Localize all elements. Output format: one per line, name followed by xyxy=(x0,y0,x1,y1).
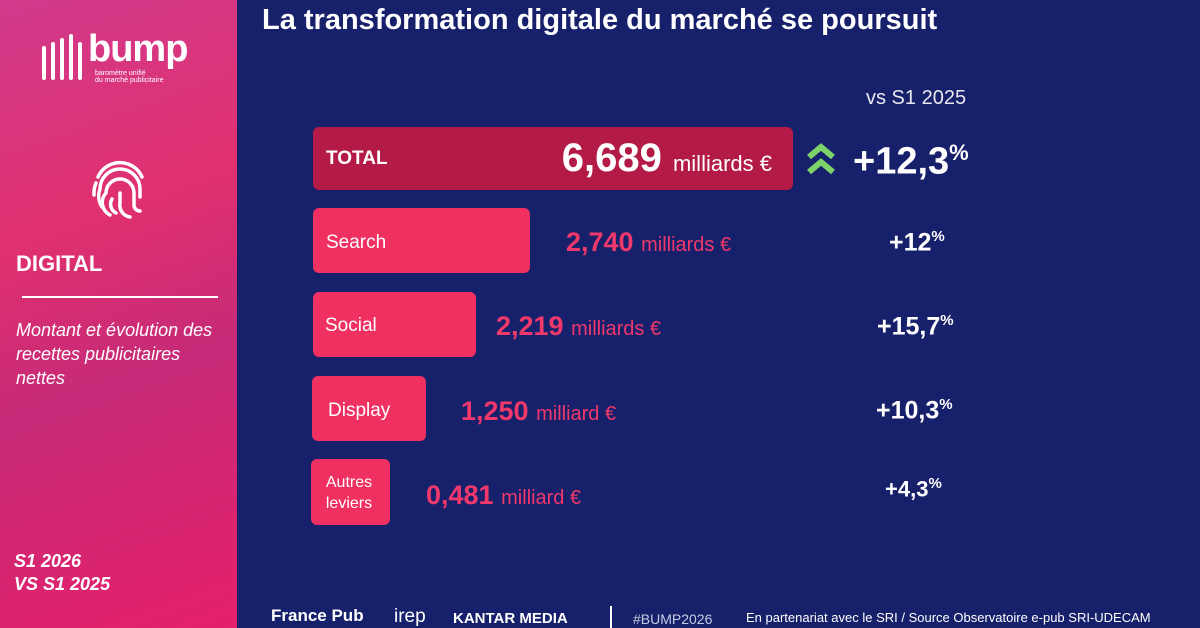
change-unit: % xyxy=(940,312,954,329)
change: +4,3% xyxy=(885,475,942,502)
change: +12,3% xyxy=(853,140,969,184)
amount: 2,219 milliards € xyxy=(496,311,661,342)
amount-unit: milliards € xyxy=(641,234,732,256)
row-label: Display xyxy=(328,400,391,421)
amount-unit: milliard € xyxy=(536,403,617,425)
row-label: Social xyxy=(325,315,377,336)
change-value: +15,7 xyxy=(877,312,941,341)
bar xyxy=(313,292,476,357)
change-unit: % xyxy=(928,475,942,492)
change-value: +10,3 xyxy=(876,396,940,425)
change: +15,7% xyxy=(877,312,954,341)
amount: 0,481 milliard € xyxy=(426,480,581,511)
amount-unit: milliards € xyxy=(571,318,662,340)
change-value: +12 xyxy=(889,228,932,257)
credit: En partenariat avec le SRI / Source Obse… xyxy=(746,610,1151,625)
amount: 2,740 milliards € xyxy=(566,227,731,258)
period: S1 2026 xyxy=(14,551,82,571)
amount: 6,689 milliards € xyxy=(562,136,772,181)
change: +12% xyxy=(889,228,945,257)
amount-unit: milliards € xyxy=(672,151,772,176)
description: Montant et évolution des recettes public… xyxy=(16,320,213,388)
total-bar xyxy=(313,127,793,190)
amount-value: 2,219 xyxy=(496,311,564,341)
change-unit: % xyxy=(931,228,945,245)
divider xyxy=(22,296,218,298)
partner-logo: France Pub xyxy=(271,606,364,625)
change-unit: % xyxy=(939,396,953,413)
amount-value: 6,689 xyxy=(561,136,662,180)
row-label: Search xyxy=(326,232,387,253)
sidebar: bump baromètre unifié du marché publicit… xyxy=(0,0,237,628)
partner-logo: irep xyxy=(394,606,426,627)
partner-logo: KANTAR MEDIA xyxy=(453,610,568,627)
brand: bump xyxy=(88,28,188,70)
separator xyxy=(610,606,612,628)
brand-icon xyxy=(42,34,82,80)
period: VS S1 2025 xyxy=(14,574,111,594)
row-label: TOTAL xyxy=(326,148,388,169)
row-label: Autres leviers xyxy=(325,474,373,512)
bar xyxy=(312,376,426,441)
amount: 1,250 milliard € xyxy=(461,396,616,427)
change-value: +4,3 xyxy=(885,476,929,502)
change-value: +12,3 xyxy=(853,140,950,183)
change-unit: % xyxy=(949,140,969,165)
change: +10,3% xyxy=(876,396,953,425)
amount-value: 1,250 xyxy=(461,396,529,426)
amount-value: 2,740 xyxy=(566,227,634,257)
bar xyxy=(311,459,390,525)
fingerprint-icon xyxy=(92,160,144,219)
hashtag: #BUMP2026 xyxy=(633,611,713,627)
brand-tagline: baromètre unifié xyxy=(95,70,146,77)
comparison-header: vs S1 2025 xyxy=(866,87,967,109)
title: La transformation digitale du marché se … xyxy=(262,4,938,36)
bar xyxy=(313,208,530,273)
amount-value: 0,481 xyxy=(426,480,494,510)
brand-tagline: du marché publicitaire xyxy=(95,77,164,84)
up-arrows xyxy=(807,143,835,175)
amount-unit: milliard € xyxy=(501,487,582,509)
section-title: DIGITAL xyxy=(16,251,103,276)
